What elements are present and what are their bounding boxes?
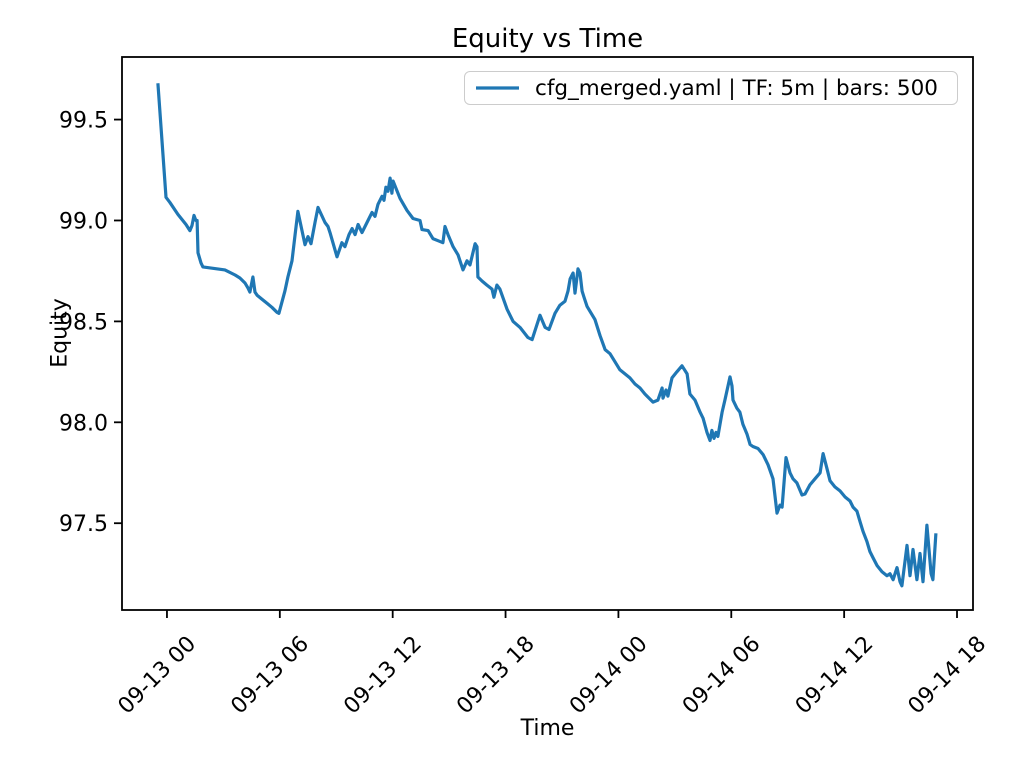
x-tick-label: 09-13 00 <box>114 632 202 720</box>
x-tick-label: 09-13 12 <box>339 632 427 720</box>
y-tick-label: 98.0 <box>59 411 108 436</box>
x-tick-label: 09-14 00 <box>565 632 653 720</box>
legend-line-sample <box>476 86 519 90</box>
series-layer <box>156 83 938 588</box>
x-tick-label: 09-13 18 <box>452 632 540 720</box>
legend: cfg_merged.yaml | TF: 5m | bars: 500 <box>464 71 958 105</box>
axis-ticks-layer: 09-13 00 09-13 06 09-13 12 09-13 18 09-14 00… <box>59 109 991 720</box>
equity-line-series <box>156 83 938 588</box>
x-axis-label: Time <box>520 716 575 741</box>
chart-title: Equity vs Time <box>451 24 644 54</box>
x-tick-label: 09-14 18 <box>904 632 992 720</box>
x-tick-label: 09-14 12 <box>791 632 879 720</box>
x-tick-label: 09-13 06 <box>226 632 314 720</box>
legend-label: cfg_merged.yaml | TF: 5m | bars: 500 <box>535 75 938 101</box>
y-tick-label: 99.0 <box>59 209 108 234</box>
y-tick-label: 98.5 <box>59 310 108 335</box>
plot-border <box>121 56 974 611</box>
x-tick-label: 09-14 06 <box>678 632 766 720</box>
y-axis-label: Equity <box>47 298 73 368</box>
y-tick-label: 99.5 <box>59 109 108 134</box>
y-tick-label: 97.5 <box>59 512 108 537</box>
